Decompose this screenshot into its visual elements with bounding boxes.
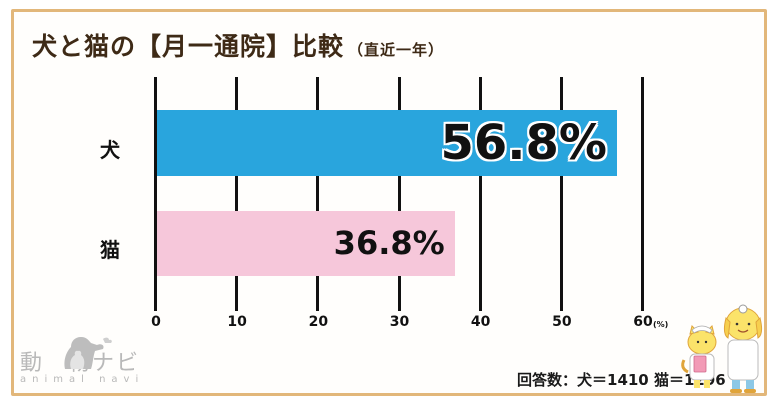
gridline — [478, 77, 482, 311]
bar-value-label: 56.8% — [440, 115, 608, 171]
bar-dog: 56.8% — [156, 110, 618, 176]
x-tick-label: 10 — [227, 314, 247, 330]
x-tick-label: 50 — [552, 314, 572, 330]
category-label-cat: 猫 — [100, 238, 120, 262]
category-label-dog: 犬 — [100, 138, 120, 162]
bar-value-label: 36.8% — [333, 224, 445, 262]
x-tick-label: 60 — [633, 314, 653, 330]
bar-cat: 36.8% — [156, 211, 455, 276]
chart-frame — [11, 9, 767, 396]
cat-dog-veterinarian-mascot-icon — [681, 304, 763, 393]
respondent-count: 回答数：犬＝1410 猫＝1296 — [517, 371, 726, 389]
gridline — [641, 77, 644, 311]
dog-cat-silhouette-icon — [64, 337, 112, 369]
x-tick-label: 0 — [151, 314, 161, 330]
x-tick-label: 30 — [389, 314, 410, 330]
gridline — [397, 77, 401, 311]
chart-title: 犬と猫の【月一通院】比較 （直近一年） — [32, 27, 444, 63]
axis-unit: (%) — [653, 320, 669, 329]
logo-english: animal navi — [20, 374, 145, 385]
gridline — [235, 77, 239, 311]
x-tick-label: 20 — [308, 314, 329, 330]
chart-title-main: 犬と猫の【月一通院】比較 — [32, 32, 345, 61]
gridline — [559, 77, 563, 311]
gridline — [316, 77, 320, 311]
chart-title-sub: （直近一年） — [348, 41, 445, 59]
y-axis-line — [154, 77, 157, 311]
x-tick-label: 40 — [470, 314, 491, 330]
logo: 動 物ナビ animal navi — [20, 337, 145, 385]
